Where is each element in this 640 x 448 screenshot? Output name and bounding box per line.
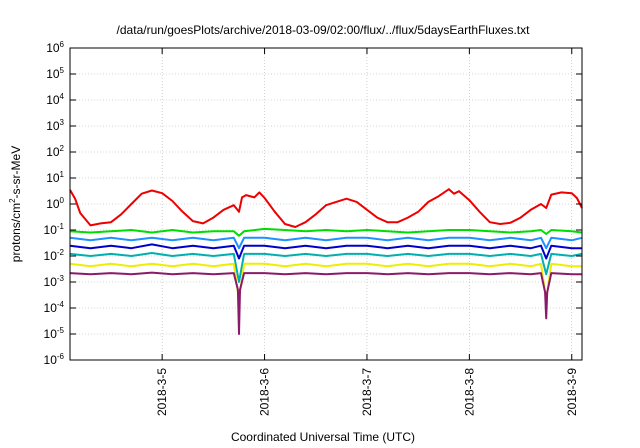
y-tick-base: 10 [46,93,60,107]
x-axis-ticks: 2018-3-5 2018-3-6 2018-3-7 2018-3-8 2018-3-9 [155,48,579,416]
series-line-4 [69,243,582,260]
y-tick-label: 10-5 [44,326,65,341]
y-tick-exp: -1 [57,222,65,231]
y-tick-base: 10 [44,327,58,341]
y-tick-label: 101 [46,170,64,185]
y-tick-exp: -4 [57,300,65,309]
x-tick-label: 2018-3-9 [565,368,579,416]
y-tick-label: 10-2 [44,248,65,263]
series-lines [69,188,583,335]
series-line-7 [69,271,582,335]
y-tick-exp: 5 [60,66,65,75]
y-tick-label: 103 [46,118,64,133]
y-tick-label: 105 [46,66,64,81]
y-tick-label: 102 [46,144,64,159]
y-tick-base: 10 [46,197,60,211]
y-tick-exp: 2 [60,144,65,153]
y-tick-label: 10-1 [44,222,65,237]
series-line-3 [69,236,583,250]
y-tick-label: 100 [46,196,64,211]
y-tick-base: 10 [46,145,60,159]
y-tick-exp: 6 [60,40,65,49]
y-tick-exp: -2 [57,248,65,257]
y-tick-base: 10 [46,171,60,185]
y-axis-label-a: protons/cm [9,203,23,262]
y-axis-label: protons/cm2-s-sr-MeV [8,146,23,262]
y-tick-base: 10 [46,41,60,55]
y-tick-exp: 0 [60,196,65,205]
x-tick-label: 2018-3-6 [258,368,272,416]
y-tick-label: 10-6 [44,352,65,367]
y-tick-exp: -6 [57,352,65,361]
series-line-2 [69,227,583,237]
y-tick-exp: 1 [60,170,65,179]
y-tick-label: 106 [46,40,64,55]
y-tick-exp: 4 [60,92,65,101]
x-axis-label: Coordinated Universal Time (UTC) [231,430,415,444]
series-line-6 [69,262,582,302]
y-axis-label-sup: 2 [8,198,17,203]
y-tick-exp: 3 [60,118,65,127]
y-tick-base: 10 [46,119,60,133]
y-tick-label: 104 [46,92,64,107]
y-tick-label: 10-4 [44,300,65,315]
y-tick-exp: -3 [57,274,65,283]
y-tick-base: 10 [44,275,58,289]
x-tick-label: 2018-3-7 [360,368,374,416]
grid-lines [70,48,582,360]
series-line-1 [69,188,583,228]
x-tick-label: 2018-3-8 [462,368,476,416]
series-line-5 [69,252,583,283]
y-axis-label-b: -s-sr-MeV [9,146,23,199]
y-tick-base: 10 [44,353,58,367]
y-tick-exp: -5 [57,326,65,335]
y-axis-ticks: 10-610-510-410-310-210-11001011021031041… [44,40,582,367]
x-tick-label: 2018-3-5 [155,368,169,416]
y-tick-label: 10-3 [44,274,65,289]
y-tick-base: 10 [46,67,60,81]
y-tick-base: 10 [44,249,58,263]
y-tick-base: 10 [44,223,58,237]
y-tick-base: 10 [44,301,58,315]
chart-title: /data/run/goesPlots/archive/2018-03-09/0… [117,23,531,37]
